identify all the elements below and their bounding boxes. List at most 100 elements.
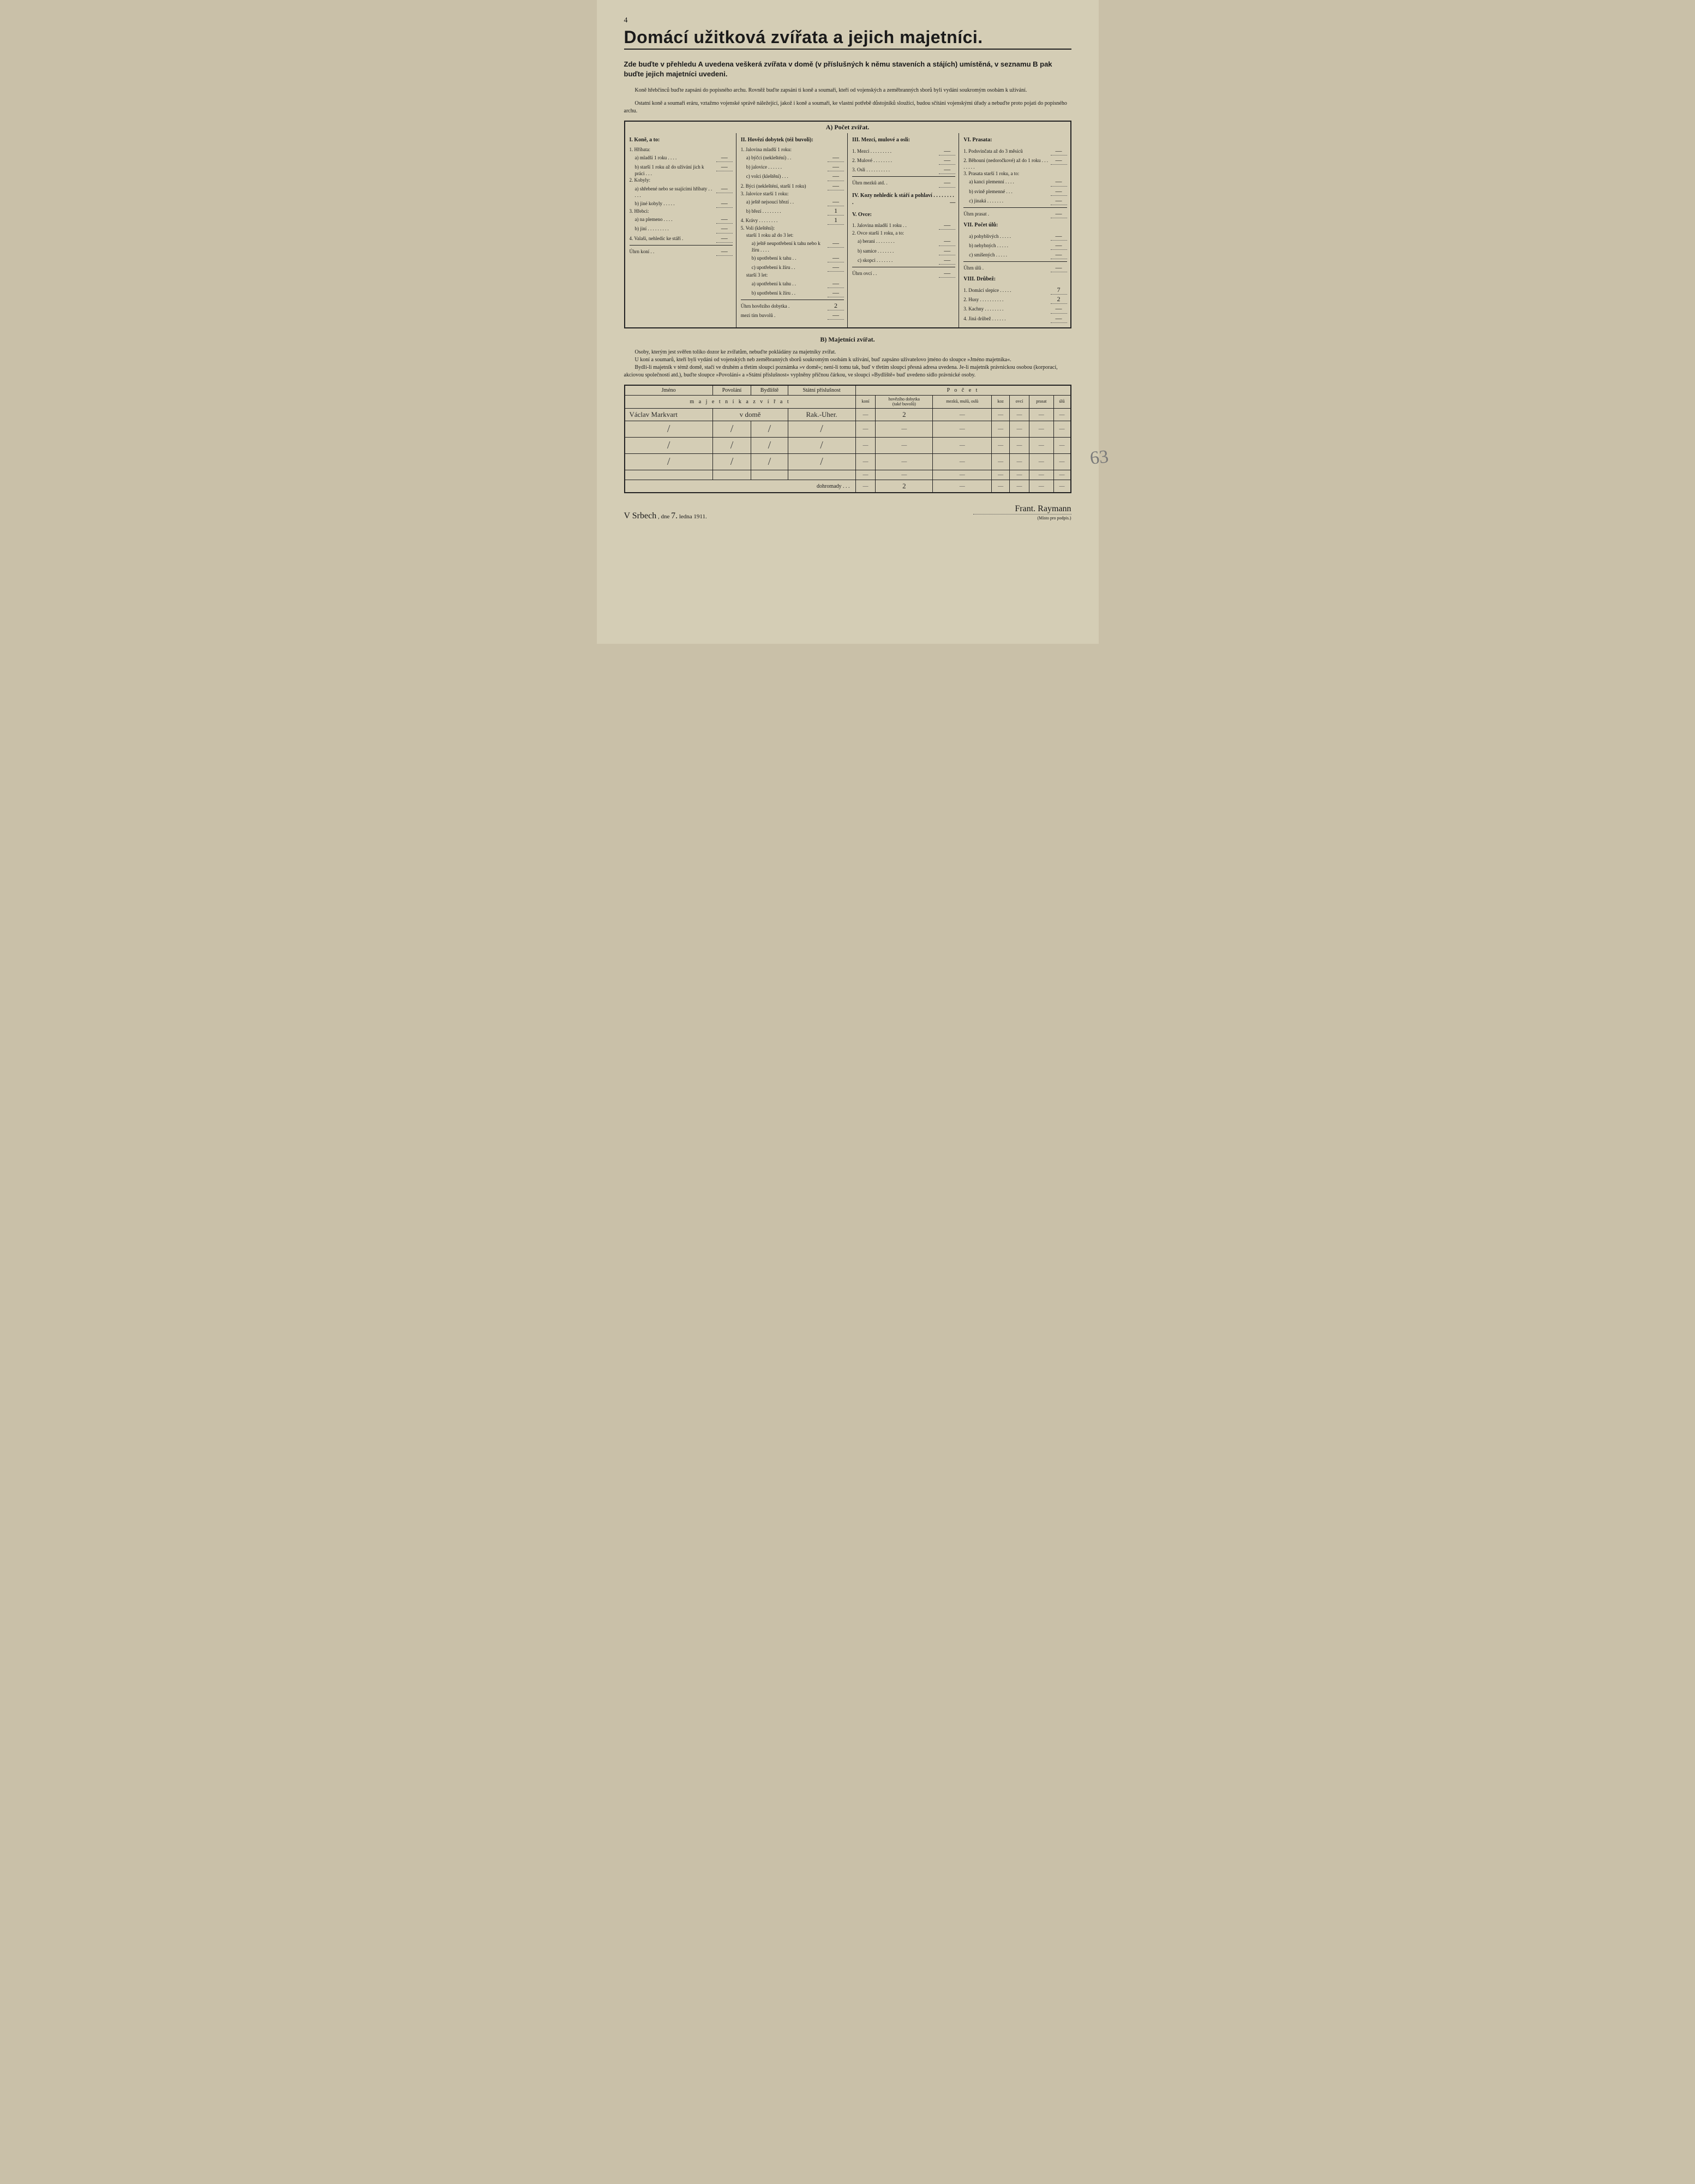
census-form-page: 4 Domácí užitková zvířata a jejich majet… <box>597 0 1099 644</box>
ii-5-2b-val: — <box>828 288 844 297</box>
v-1-val: — <box>939 220 955 230</box>
e10: — <box>1029 470 1054 480</box>
e9: — <box>1009 470 1029 480</box>
i-2b-val: — <box>716 199 733 208</box>
ii-3b: b) březí . . . . . . . . <box>746 208 828 214</box>
section-b-heading: B) Majetníci zvířat. <box>624 334 1071 345</box>
th-jmeno: Jméno <box>625 385 713 396</box>
e10: — <box>1029 454 1054 470</box>
ii-1b: b) jalovice . . . . . . <box>746 164 828 170</box>
th-povolani: Povolání <box>712 385 751 396</box>
vi-total-val: — <box>1051 209 1067 218</box>
ii-5-2: starší 3 let: <box>746 272 844 278</box>
i-total-val: — <box>716 247 733 256</box>
i-1b-val: — <box>716 162 733 171</box>
vi-3: 3. Prasata starší 1 roku, a to: <box>963 170 1067 177</box>
footer: V Srbech , dne 7. ledna 1911. Frant. Ray… <box>624 504 1071 521</box>
viii-4: 4. Jiná drůbež . . . . . . <box>963 315 1050 322</box>
owner-row-1: Václav Markvart v domě Rak.-Uher. — 2 — … <box>625 409 1071 421</box>
th-pocet: P o č e t <box>855 385 1070 396</box>
ii-1c-val: — <box>828 171 844 181</box>
vi-2: 2. Běhouni (nedoročkové) až do 1 roku . … <box>963 157 1050 170</box>
vii-b-val: — <box>1051 241 1067 250</box>
viii-3-val: — <box>1051 304 1067 313</box>
ii-2: 2. Býci (neklešténí, starší 1 roku) <box>741 183 828 189</box>
b-p1: Osoby, kterým jest svěřen toliko dozor k… <box>624 349 1071 356</box>
ii-5-2a: a) upotřebení k tahu . . <box>752 280 828 287</box>
ii-1: 1. Jalovina mladší 1 roku: <box>741 146 844 153</box>
owner-row-empty: //// ——————— <box>625 438 1071 454</box>
ii-5-1c-val: — <box>828 262 844 272</box>
col-vi-head: VI. Prasata: <box>963 136 1067 144</box>
e10: — <box>1029 438 1054 454</box>
e8: — <box>992 470 1010 480</box>
vii-a-val: — <box>1051 231 1067 241</box>
tot-koni: — <box>855 480 876 493</box>
e5: — <box>855 421 876 438</box>
e2: / <box>712 421 751 438</box>
ii-3: 3. Jalovice starší 1 roku: <box>741 190 844 197</box>
th-hov-2: (také buvolů) <box>893 402 916 406</box>
i-3: 3. Hřebci: <box>630 208 733 214</box>
e7: — <box>933 438 992 454</box>
vi-total: Úhrn prasat . <box>963 211 1050 217</box>
owners-tbody: Václav Markvart v domě Rak.-Uher. — 2 — … <box>625 409 1071 493</box>
viii-2-val: 2 <box>1051 295 1067 304</box>
col-vii-head: VII. Počet úlů: <box>963 222 1067 229</box>
e11: — <box>1053 421 1070 438</box>
column-i-horses: I. Koně, a to: 1. Hříbata: a) mladší 1 r… <box>625 133 736 327</box>
e2: / <box>712 438 751 454</box>
col-iii-head: III. Mezci, mulové a osli: <box>852 136 955 144</box>
i-total: Úhrn koní . . <box>630 248 716 255</box>
ii-1c: c) volci (kleštění) . . . <box>746 173 828 179</box>
tot-koz: — <box>992 480 1010 493</box>
e9: — <box>1009 438 1029 454</box>
section-b-intro: Osoby, kterým jest svěřen toliko dozor k… <box>624 349 1071 379</box>
v-2c-val: — <box>939 255 955 265</box>
ii-5: 5. Voli (kleštění): <box>741 225 844 231</box>
r1-byd: v domě <box>712 409 788 421</box>
col-v-head: V. Ovce: <box>852 211 955 219</box>
e7: — <box>933 470 992 480</box>
vi-3a-val: — <box>1051 177 1067 186</box>
date-rest: ledna 1911. <box>679 513 707 520</box>
vi-3b-val: — <box>1051 187 1067 196</box>
e10: — <box>1029 421 1054 438</box>
r1-stat: Rak.-Uher. <box>788 409 855 421</box>
section-a-heading: A) Počet zvířat. <box>625 122 1070 133</box>
ii-total: Úhrn hovězího dobytka . <box>741 303 828 309</box>
r1-prasat: — <box>1029 409 1054 421</box>
r1-ulu: — <box>1053 409 1070 421</box>
th-sub: m a j e t n í k a z v í ř a t <box>625 395 856 409</box>
v-total: Úhrn ovcí . . <box>852 270 939 277</box>
e4: / <box>788 438 855 454</box>
e1: / <box>625 438 713 454</box>
vii-total: Úhrn úlů . <box>963 265 1050 271</box>
viii-2: 2. Husy . . . . . . . . . . <box>963 296 1050 303</box>
iii-3: 3. Osli . . . . . . . . . . <box>852 166 939 173</box>
vi-3b: b) svině plemenné . . . <box>969 188 1050 195</box>
v-2: 2. Ovce starší 1 roku, a to: <box>852 230 955 236</box>
section-a-animal-counts: A) Počet zvířat. I. Koně, a to: 1. Hříba… <box>624 121 1071 328</box>
col-iv-head: IV. Kozy nehledíc k stáří a pohlaví . . … <box>852 192 955 207</box>
column-iii-iv-v: III. Mezci, mulové a osli: 1. Mezci . . … <box>848 133 959 327</box>
date-day: 7. <box>671 511 678 520</box>
r1-hov: 2 <box>876 409 933 421</box>
tot-prasat: — <box>1029 480 1054 493</box>
ii-5-2b: b) upotřebení k žíru . . <box>752 290 828 296</box>
ii-1a: a) býčci (neklešténí) . . <box>746 154 828 161</box>
e1 <box>625 470 713 480</box>
ii-4: 4. Krávy . . . . . . . . <box>741 217 828 224</box>
e1: / <box>625 454 713 470</box>
ii-1b-val: — <box>828 162 844 171</box>
i-2: 2. Kobyly: <box>630 177 733 183</box>
col-i-head: I. Koně, a to: <box>630 136 733 144</box>
intro-paragraph-1: Koně hřebčinců buďte zapsáni do popisnéh… <box>624 87 1071 94</box>
e8: — <box>992 454 1010 470</box>
r1-mez: — <box>933 409 992 421</box>
iii-1: 1. Mezci . . . . . . . . . <box>852 148 939 154</box>
tot-mez: — <box>933 480 992 493</box>
subtitle: Zde buďte v přehledu A uvedena veškerá z… <box>624 59 1071 79</box>
signature: Frant. Raymann <box>973 504 1071 514</box>
e4 <box>788 470 855 480</box>
